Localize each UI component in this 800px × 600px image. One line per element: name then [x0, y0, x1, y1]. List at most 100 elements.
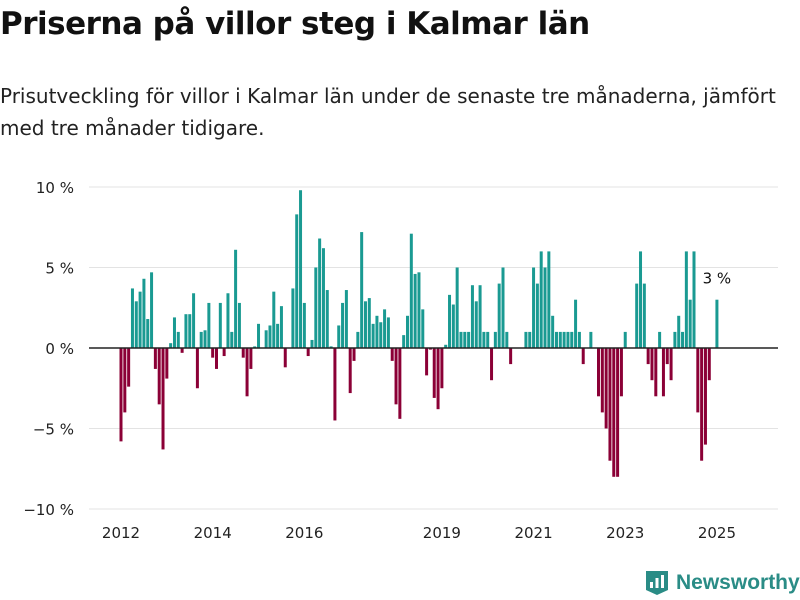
bar [329, 346, 333, 348]
bar [199, 331, 203, 348]
bar [612, 348, 616, 477]
bar [646, 348, 650, 365]
y-tick-label: 10 % [36, 179, 74, 197]
bar [394, 348, 398, 405]
bar [360, 232, 364, 348]
bar [413, 273, 417, 348]
last-value-label: 3 % [703, 270, 732, 288]
bar [318, 238, 322, 348]
bar [688, 299, 692, 348]
bar [547, 251, 551, 348]
bar [207, 302, 211, 348]
bar [490, 348, 494, 381]
bar [493, 331, 497, 348]
bar [119, 348, 123, 442]
bar [654, 348, 658, 397]
bar [356, 331, 360, 348]
bar [406, 315, 409, 348]
bar [291, 288, 295, 348]
bar [581, 348, 585, 365]
bar [463, 331, 467, 348]
bar [302, 302, 306, 348]
bar [341, 302, 345, 348]
bar [570, 331, 574, 348]
bar [707, 348, 711, 381]
bar [234, 249, 238, 348]
newsworthy-logo: Newsworthy [644, 568, 800, 598]
bar [459, 331, 463, 348]
bar [703, 348, 707, 445]
bar [161, 348, 165, 450]
bar [604, 348, 608, 429]
bar [478, 285, 482, 348]
x-tick-label: 2016 [285, 524, 323, 542]
bar [157, 348, 161, 405]
bar [597, 348, 600, 397]
x-tick-label: 2023 [606, 524, 644, 542]
x-tick-label: 2014 [194, 524, 232, 542]
bar [230, 331, 234, 348]
bar [218, 302, 222, 348]
bar [245, 348, 249, 397]
bar [390, 348, 394, 361]
bar [237, 302, 241, 348]
bar [509, 348, 513, 365]
bar [428, 348, 432, 350]
bar [363, 301, 367, 348]
bar [386, 317, 390, 348]
chart-title: Priserna på villor steg i Kalmar län [0, 6, 590, 42]
bar [333, 348, 337, 421]
bar [222, 348, 226, 357]
bar [321, 248, 325, 348]
bar [436, 348, 440, 410]
bar [616, 348, 620, 477]
bar [417, 272, 421, 348]
bar [486, 331, 490, 348]
y-tick-label: 0 % [45, 340, 74, 358]
bar [176, 331, 180, 348]
bar [257, 323, 261, 348]
newsworthy-wordmark: Newsworthy [676, 571, 800, 594]
bar [169, 343, 173, 348]
bar [543, 267, 547, 348]
bar [253, 346, 257, 348]
chart-subtitle: Prisutveckling för villor i Kalmar län u… [0, 84, 776, 140]
bar [696, 348, 700, 413]
x-tick-label: 2021 [514, 524, 552, 542]
bar [532, 267, 536, 348]
bar [524, 331, 528, 348]
bar [665, 348, 669, 365]
bar [272, 291, 276, 348]
bar [623, 331, 627, 348]
bar [650, 348, 654, 381]
bar [505, 331, 509, 348]
bar [444, 344, 448, 348]
bar [589, 331, 593, 348]
bar [642, 283, 646, 348]
x-tick-label: 2012 [102, 524, 140, 542]
bar [482, 331, 486, 348]
bar [398, 348, 402, 419]
bar [700, 348, 704, 461]
bar [130, 288, 134, 348]
bar [276, 323, 280, 348]
bar [375, 315, 379, 348]
bar [188, 314, 192, 348]
bar [352, 348, 356, 361]
bar [562, 331, 566, 348]
bar [306, 348, 310, 357]
y-tick-label: 5 % [45, 260, 74, 278]
bar [455, 267, 459, 348]
bar [715, 299, 719, 348]
x-tick-label: 2025 [698, 524, 736, 542]
bar [639, 251, 643, 348]
bar [138, 291, 142, 348]
bar [658, 331, 662, 348]
bar [558, 331, 562, 348]
bar [192, 293, 196, 348]
bar [432, 348, 436, 398]
bar [539, 251, 543, 348]
bar [310, 339, 314, 348]
bar [692, 251, 696, 348]
